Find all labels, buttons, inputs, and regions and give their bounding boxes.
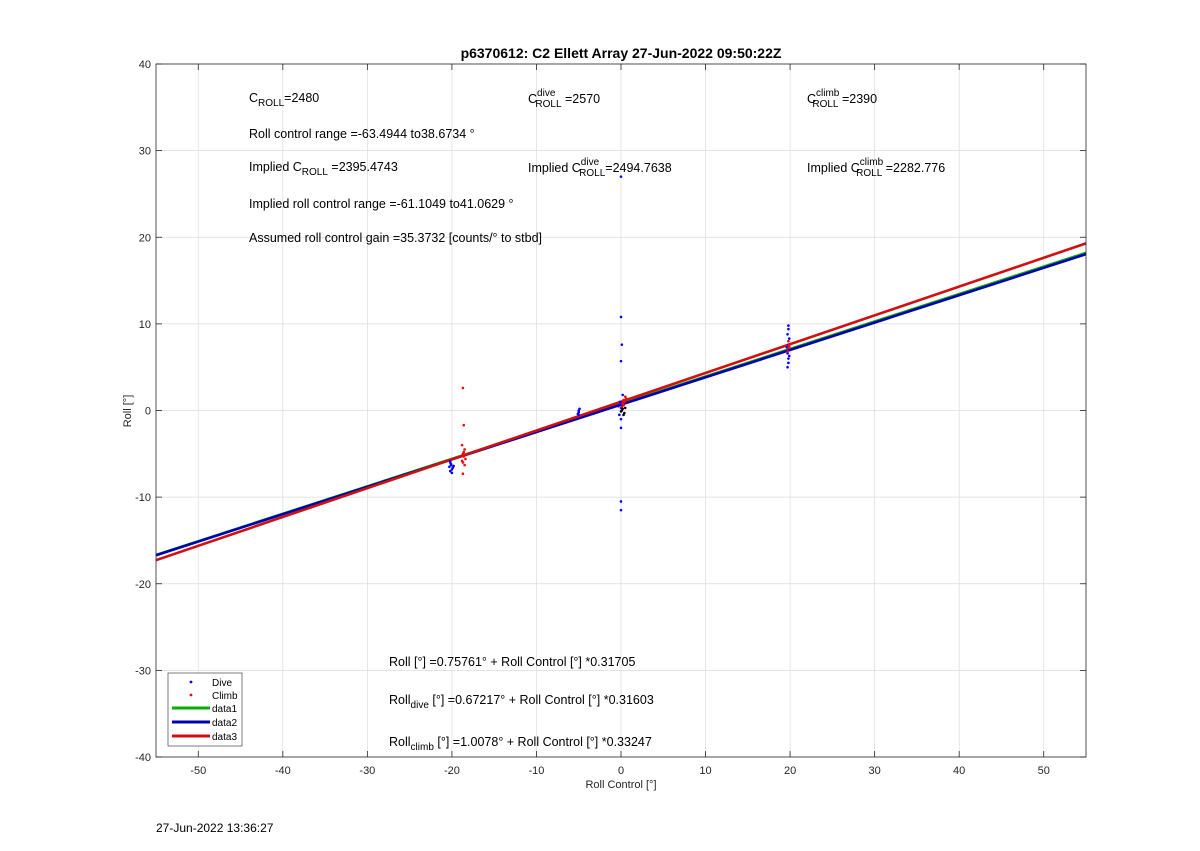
- data-point-climb: [787, 339, 790, 343]
- y-tick-label: -20: [135, 579, 151, 591]
- data-point-dive: [617, 404, 620, 408]
- data-point-dive: [619, 315, 623, 319]
- footer-timestamp: 27-Jun-2022 13:36:27: [156, 821, 274, 835]
- y-tick-label: -30: [135, 665, 151, 677]
- y-tick-label: 0: [145, 406, 151, 418]
- x-tick-label: 10: [699, 765, 711, 777]
- annotation-implied-c-roll: Implied CROLL =2395.4743: [249, 160, 398, 178]
- data-point-climb: [624, 397, 628, 400]
- annotation-fit-all: Roll [°] =0.75761° + Roll Control [°] *0…: [389, 655, 635, 669]
- x-tick-label: 30: [869, 765, 881, 777]
- x-tick-label: -10: [529, 765, 545, 777]
- data-point-dive: [619, 417, 623, 421]
- data-point-dive: [448, 469, 452, 473]
- data-point-dive: [621, 393, 624, 397]
- data-point-other: [622, 413, 625, 417]
- y-tick-label: 10: [139, 319, 151, 331]
- data-point-dive: [620, 343, 624, 346]
- annotation-fit-climb: Rollclimb [°] =1.0078° + Roll Control [°…: [389, 735, 652, 753]
- legend-label-dive: Dive: [212, 678, 232, 689]
- data-point-dive: [578, 407, 581, 411]
- x-tick-label: -50: [190, 765, 206, 777]
- data-point-dive: [448, 460, 452, 463]
- data-point-climb: [460, 443, 464, 447]
- annotation-implied-c-roll-climb: Implied Cclimb ROLL =2282.776: [807, 157, 945, 179]
- data-point-dive: [619, 426, 623, 430]
- x-tick-label: -30: [359, 765, 375, 777]
- data-point-dive: [786, 365, 789, 369]
- y-tick-label: 40: [139, 59, 151, 71]
- data-point-dive: [787, 337, 791, 340]
- axis-ticks: -50 -40 -30 -20 -10 0 10 20 30 40 50 -40 -30 -20 -10 0 1…: [135, 59, 1086, 777]
- data-point-climb: [462, 423, 466, 427]
- annotation-fit-dive: Rolldive [°] =0.67217° + Roll Control [°…: [389, 693, 654, 711]
- legend-dive-marker: [189, 680, 193, 684]
- data-point-other: [619, 410, 623, 413]
- data-point-dive: [619, 175, 623, 178]
- data-point-climb: [623, 400, 626, 404]
- annotation-implied-roll-range: Implied roll control range =-61.1049 to4…: [249, 197, 514, 211]
- data-point-climb: [786, 350, 789, 353]
- annotation-c-roll-climb: Cclimb ROLL =2390: [807, 88, 877, 110]
- legend-label-data3: data3: [212, 732, 237, 743]
- y-tick-label: -10: [135, 492, 151, 504]
- data-point-dive: [786, 332, 789, 336]
- data-point-dive: [787, 354, 791, 358]
- y-tick-label: 20: [139, 232, 151, 244]
- data-point-climb: [464, 457, 467, 461]
- data-point-dive: [619, 508, 623, 512]
- data-point-dive: [787, 327, 790, 331]
- data-point-dive: [787, 324, 790, 327]
- data-point-dive: [452, 464, 455, 468]
- data-point-dive: [618, 413, 621, 417]
- x-tick-label: 0: [618, 765, 624, 777]
- data-point-climb: [462, 450, 466, 454]
- x-tick-label: 40: [953, 765, 965, 777]
- data-point-climb: [462, 455, 466, 458]
- data-point-climb: [461, 386, 465, 390]
- x-tick-label: -40: [275, 765, 291, 777]
- x-axis-label: Roll Control [°]: [585, 779, 656, 791]
- data-point-dive: [619, 359, 623, 363]
- data-point-dive: [449, 462, 453, 466]
- chart-title: p6370612: C2 Ellett Array 27-Jun-2022 09…: [461, 45, 782, 61]
- data-point-climb: [460, 459, 464, 463]
- data-point-dive: [787, 357, 790, 360]
- data-point-other: [623, 406, 627, 410]
- x-tick-label: -20: [444, 765, 460, 777]
- data-point-dive: [450, 471, 454, 475]
- data-point-climb: [787, 345, 791, 348]
- annotation-c-roll: CROLL=2480: [249, 91, 319, 109]
- y-tick-label: 30: [139, 146, 151, 158]
- annotation-assumed-gain: Assumed roll control gain =35.3732 [coun…: [249, 231, 542, 245]
- data-point-climb: [461, 472, 465, 476]
- y-tick-label: -40: [135, 752, 151, 764]
- legend-label-data2: data2: [212, 718, 237, 729]
- data-point-climb: [622, 404, 625, 407]
- legend: Dive Climb data1 data2 data3: [167, 672, 243, 747]
- data-point-dive: [448, 465, 451, 469]
- legend-label-climb: Climb: [212, 691, 238, 702]
- y-axis-label: Roll [°]: [122, 395, 134, 428]
- data-point-climb: [463, 448, 466, 451]
- data-point-dive: [577, 413, 581, 417]
- x-tick-label: 20: [784, 765, 796, 777]
- legend-label-data1: data1: [212, 704, 237, 715]
- data-point-climb: [463, 463, 466, 467]
- annotation-implied-c-roll-dive: Implied Cdive ROLL=2494.7638: [528, 157, 672, 179]
- legend-climb-marker: [189, 693, 193, 697]
- annotation-c-roll-dive: Cdive ROLL =2570: [528, 88, 600, 110]
- data-points: [448, 175, 791, 512]
- annotation-roll-control-range: Roll control range =-63.4944 to38.6734 °: [249, 127, 475, 141]
- x-tick-label: 50: [1038, 765, 1050, 777]
- data-point-dive: [787, 361, 790, 365]
- data-point-dive: [619, 500, 623, 503]
